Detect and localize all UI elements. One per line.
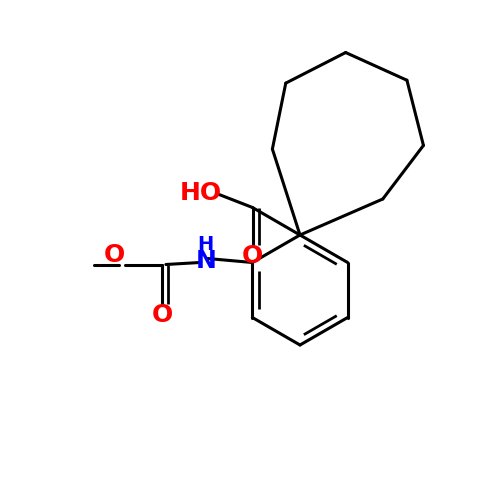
Text: HO: HO <box>180 180 222 204</box>
Text: O: O <box>242 244 263 268</box>
Text: N: N <box>196 249 216 273</box>
Text: H: H <box>198 235 214 254</box>
Text: O: O <box>104 244 126 268</box>
Text: O: O <box>152 302 173 326</box>
